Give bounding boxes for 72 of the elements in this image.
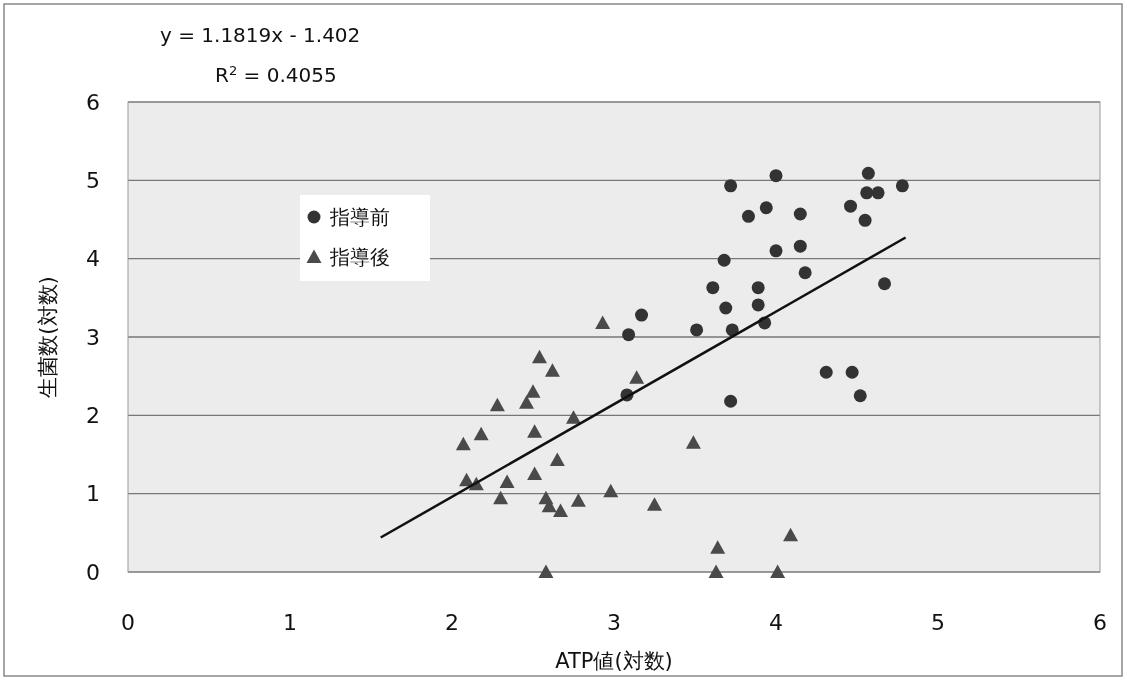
point [455,436,471,451]
x-tick-label: 1 [283,610,297,635]
point [708,564,724,578]
point [759,201,773,215]
x-tick-label: 4 [769,610,783,635]
legend-label: 指導前 [329,205,390,229]
point [595,315,611,329]
point [878,277,892,291]
point [871,186,885,200]
point [710,540,726,554]
point [717,253,731,267]
x-axis-title: ATP値(対数) [555,649,673,673]
point [861,166,875,180]
point [525,384,541,398]
point [724,179,738,193]
point [793,207,807,221]
point [724,394,738,408]
point [769,169,783,183]
x-tick-label: 5 [931,610,945,635]
point [719,301,733,315]
y-tick-label: 2 [86,402,100,428]
x-tick-label: 6 [1093,610,1107,635]
point [603,483,619,498]
point [685,435,701,449]
point [566,410,581,424]
point [860,186,874,200]
point [858,213,872,227]
point [647,497,662,511]
y-axis-title: 生菌数(対数) [36,276,60,398]
y-tick-label: 0 [86,559,100,585]
point [493,490,509,505]
y-tick-label: 6 [86,89,100,115]
x-tick-label: 3 [607,610,621,635]
text: y = 1.1819x - 1.402 [160,23,361,47]
point [527,424,543,438]
y-tick-label: 3 [86,324,100,350]
point [499,474,515,488]
point [819,365,833,379]
point [783,527,799,542]
point [544,363,560,377]
point [538,564,554,578]
point [622,328,636,342]
point [519,395,535,409]
point [473,426,489,441]
y-tick-label: 4 [86,246,100,272]
point [798,266,812,280]
point [489,397,505,412]
point [549,452,565,466]
point [895,179,909,193]
point [690,323,704,337]
point [844,199,858,213]
point [635,308,649,322]
x-tick-label: 0 [121,610,135,635]
point [845,365,859,379]
point [853,389,867,403]
point [751,298,765,312]
point [527,466,543,481]
point [553,503,569,517]
point [706,281,720,295]
point [751,281,765,295]
point [531,349,547,364]
text: R$^{2}$ = 0.4055 [215,62,337,87]
point [570,493,586,507]
y-tick-label: 5 [86,167,100,193]
point [629,370,645,384]
point [769,244,783,258]
point [741,209,755,223]
point [793,239,807,253]
point [770,564,786,578]
x-tick-label: 2 [445,610,459,635]
y-tick-label: 1 [86,481,100,507]
legend-label: 指導後 [329,245,390,269]
